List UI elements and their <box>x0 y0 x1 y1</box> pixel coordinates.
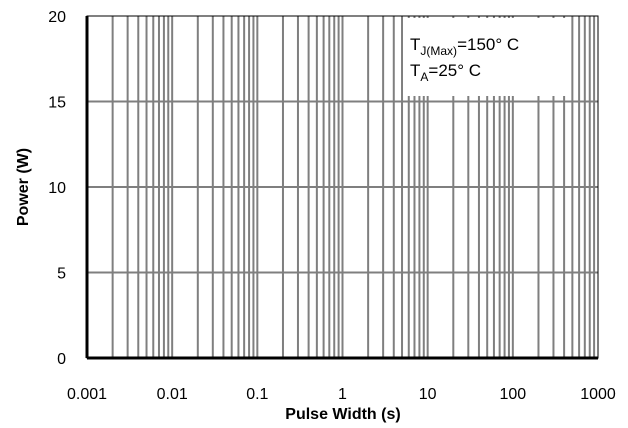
x-tick-label: 10 <box>419 386 437 403</box>
y-tick-label: 0 <box>57 351 66 368</box>
x-tick-label: 0.001 <box>67 386 107 403</box>
annotation-line-1: TJ(Max)=150° C <box>410 35 519 58</box>
y-gridlines <box>87 100 598 274</box>
x-tick-label: 1 <box>338 386 347 403</box>
annotation-box <box>403 18 569 96</box>
x-tick-label: 0.1 <box>246 386 268 403</box>
y-tick-label: 15 <box>48 95 66 112</box>
x-tick-labels: 0.001 0.01 0.1 1 10 100 1000 <box>67 386 616 403</box>
x-axis-title: Pulse Width (s) <box>285 406 400 423</box>
y-tick-label: 10 <box>48 180 66 197</box>
y-tick-label: 5 <box>57 266 66 283</box>
x-tick-label: 1000 <box>580 386 616 403</box>
y-tick-labels: 0 5 10 15 20 <box>48 9 66 368</box>
y-axis-title: Power (W) <box>15 148 32 226</box>
y-tick-label: 20 <box>48 9 66 26</box>
x-tick-label: 0.01 <box>157 386 188 403</box>
annotation-line-2: TA=25° C <box>410 61 481 84</box>
x-tick-label: 100 <box>499 386 526 403</box>
